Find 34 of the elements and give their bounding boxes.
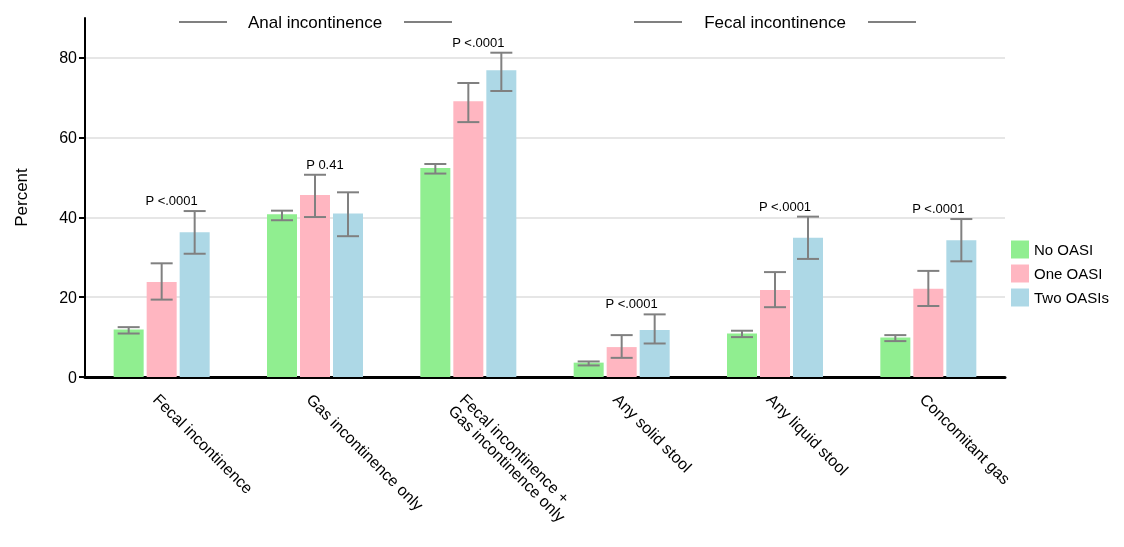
annotation: P <.0001 [145,193,198,209]
bar [179,232,210,377]
annotation: Anal incontinence [247,12,383,32]
y-axis-title: Percent [12,167,31,227]
bar [333,213,363,377]
bar [639,329,670,377]
y-tick-label: 60 [59,129,78,147]
annotation: P <.0001 [912,201,965,217]
bar [146,282,177,377]
annotation: P <.0001 [452,34,505,50]
legend-label: No OASI [1033,241,1094,258]
y-tick-label: 80 [59,49,78,67]
legend-label: One OASI [1033,265,1103,282]
annotation: P <.0001 [758,198,812,214]
bar [793,237,823,377]
bar [420,167,451,377]
y-tick-label: 0 [68,368,78,386]
bar [453,101,484,377]
bar [267,214,297,377]
annotation: Fecal incontinence [704,12,846,32]
y-tick-label: 20 [59,288,78,306]
bar [760,290,790,377]
bar [606,347,637,377]
y-tick-label: 40 [59,208,78,226]
bar [113,329,144,377]
bar [880,337,911,377]
annotation: P <.0001 [605,296,658,312]
annotation: P 0.41 [306,156,344,172]
bar [727,333,757,377]
bar [486,70,517,377]
bar [913,288,944,377]
bar [946,240,977,377]
bar [300,195,330,377]
legend-label: Two OASIs [1033,289,1110,306]
